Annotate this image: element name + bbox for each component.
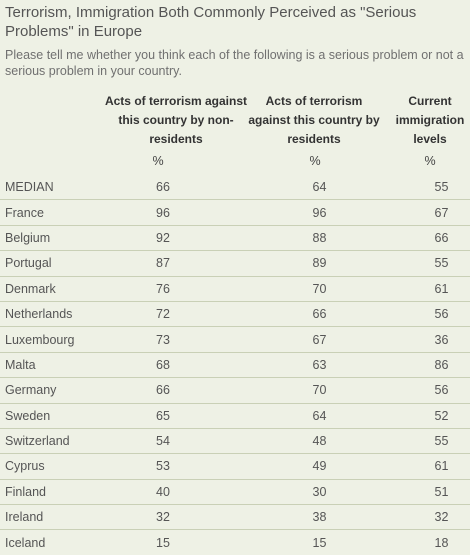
value-non-residents: 54 [100,428,226,455]
table-row: Sweden 65 64 52 [0,403,470,429]
value-non-residents: 76 [100,276,226,302]
value-non-residents: 32 [100,504,226,531]
row-label: Portugal [0,250,100,277]
value-residents: 96 [226,199,413,226]
value-immigration: 52 [413,403,470,429]
value-non-residents: 40 [100,479,226,506]
value-immigration: 55 [413,428,470,455]
value-residents: 64 [226,403,413,429]
value-non-residents: 65 [100,403,226,429]
value-immigration: 56 [413,301,470,328]
column-unit-residents: % [309,154,321,168]
value-residents: 48 [226,428,413,455]
value-immigration: 86 [413,352,470,379]
row-label: MEDIAN [0,175,100,201]
value-residents: 70 [226,276,413,302]
table-row: Luxembourg 73 67 36 [0,326,470,353]
table-row: Finland 40 30 51 [0,479,470,506]
row-label: Luxembourg [0,326,100,353]
value-residents: 66 [226,301,413,328]
value-non-residents: 53 [100,453,226,480]
value-residents: 30 [226,479,413,506]
value-non-residents: 72 [100,301,226,328]
table-row: Malta 68 63 86 [0,352,470,379]
data-table: MEDIAN 66 64 55 France 96 96 67 Belgium 92 88 66 Por… [0,175,470,555]
value-residents: 63 [226,352,413,379]
row-label: Malta [0,352,100,379]
row-label: Netherlands [0,301,100,328]
row-label: Iceland [5,535,46,550]
value-residents: 67 [226,326,413,353]
chart-root: Terrorism, Immigration Both Commonly Per… [0,4,470,550]
value-residents: 64 [226,175,413,201]
table-row: Germany 66 70 56 [0,377,470,404]
value-residents: 70 [226,377,413,404]
table-row: Switzerland 54 48 55 [0,428,470,455]
row-label: Cyprus [0,453,100,480]
table-row: Ireland 32 38 32 [0,504,470,531]
row-label: Germany [0,377,100,404]
value-immigration: 51 [413,479,470,506]
table-row: Denmark 76 70 61 [0,276,470,302]
chart-title: Terrorism, Immigration Both Commonly Per… [5,4,417,40]
value-immigration: 61 [413,276,470,302]
row-label: Ireland [0,504,100,531]
table-row: Iceland 15 15 18 [0,530,470,555]
table-row: Portugal 87 89 55 [0,250,470,277]
chart-subtitle: Please tell me whether you think each of… [5,48,464,78]
table-row: France 96 96 67 [0,199,470,226]
value-non-residents: 73 [100,326,226,353]
value-immigration: 66 [413,225,470,252]
value-immigration: 55 [413,250,470,277]
value-non-residents: 87 [100,250,226,277]
row-label: Switzerland [0,428,100,455]
value-immigration: 55 [413,175,470,201]
row-label: Finland [0,479,100,506]
column-unit-immigration: % [424,154,436,168]
value-residents: 89 [226,250,413,277]
table-row: Netherlands 72 66 56 [0,301,470,328]
column-header-non-residents: Acts of terrorism against this country b… [104,94,248,146]
table-row: Belgium 92 88 66 [0,225,470,252]
value-residents: 88 [226,225,413,252]
value-immigration: 32 [413,504,470,531]
row-label: France [0,199,100,226]
row-label: Belgium [0,225,100,252]
value-non-residents: 15 [156,535,170,550]
table-row: Cyprus 53 49 61 [0,453,470,480]
value-residents: 15 [312,535,327,550]
value-residents: 49 [226,453,413,480]
value-immigration: 67 [413,199,470,226]
value-residents: 38 [226,504,413,531]
value-immigration: 18 [434,535,449,550]
table-row: MEDIAN 66 64 55 [0,175,470,201]
column-unit-non-residents: % [152,154,164,168]
value-immigration: 56 [413,377,470,404]
column-header-immigration: Current immigration levels [395,94,465,146]
value-non-residents: 66 [100,377,226,404]
value-non-residents: 68 [100,352,226,379]
value-non-residents: 66 [100,175,226,201]
column-header-residents: Acts of terrorism against this country b… [248,94,380,146]
value-non-residents: 92 [100,225,226,252]
value-immigration: 61 [413,453,470,480]
value-immigration: 36 [413,326,470,353]
row-label: Sweden [0,403,100,429]
row-label: Denmark [0,276,100,302]
value-non-residents: 96 [100,199,226,226]
